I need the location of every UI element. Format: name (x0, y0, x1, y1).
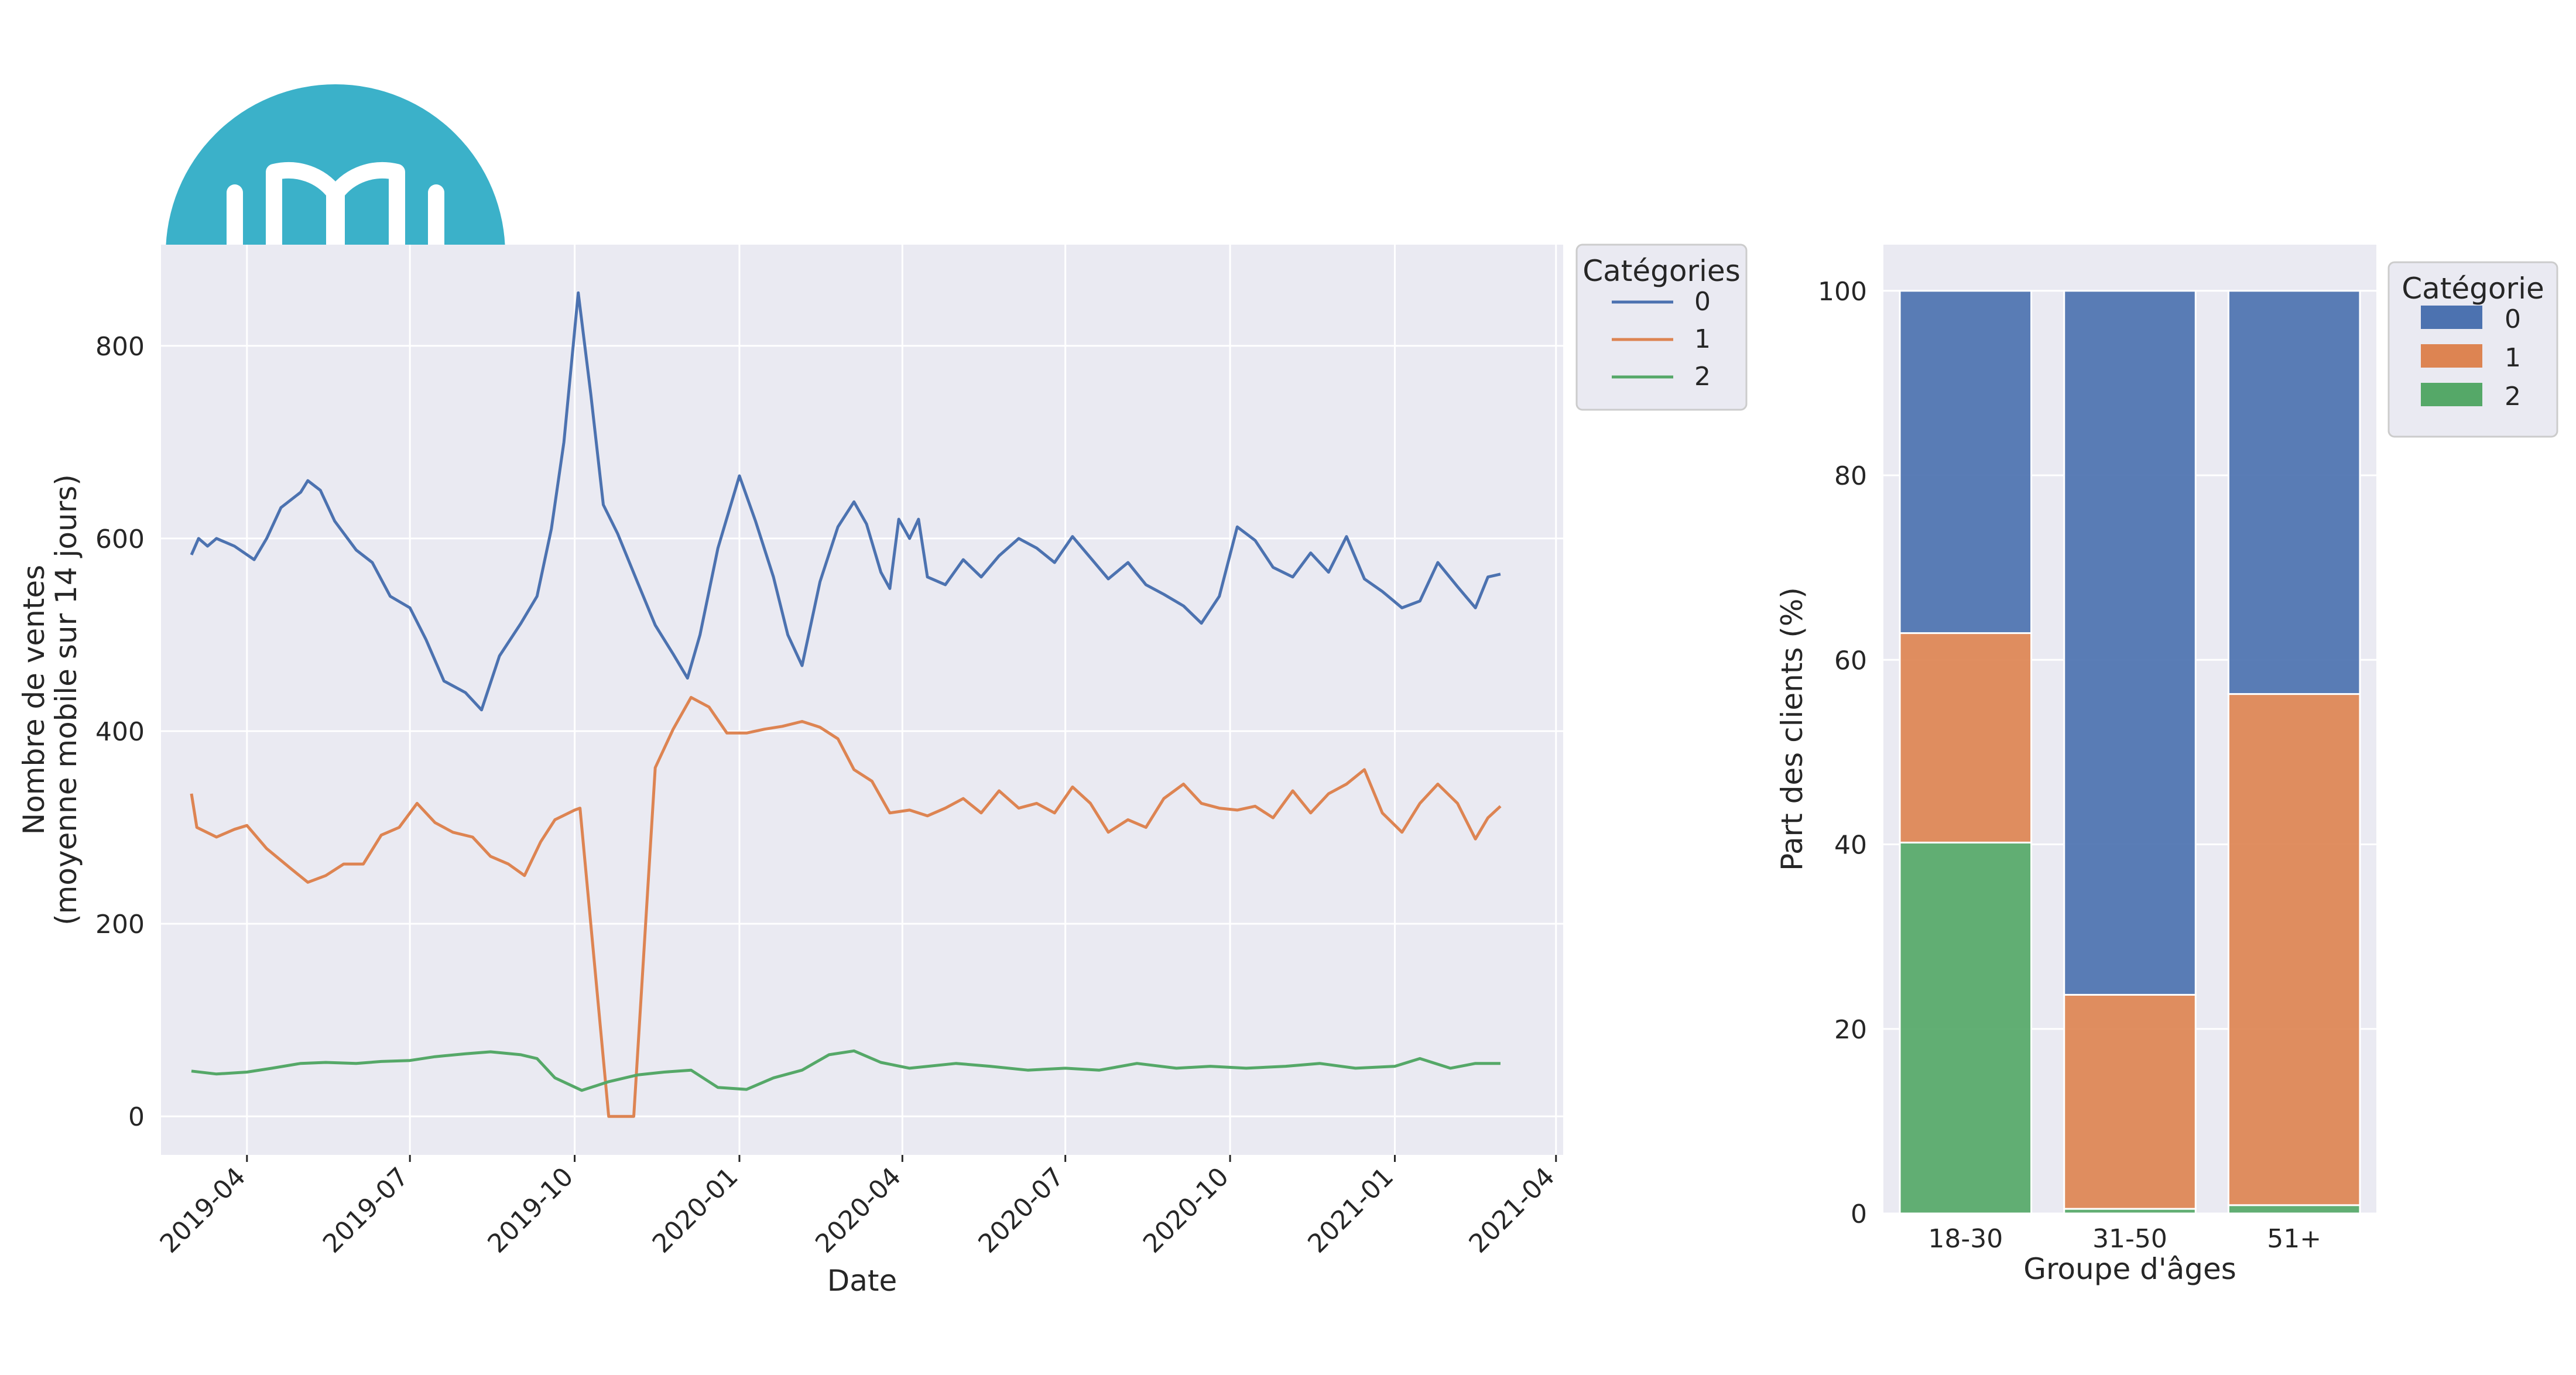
bar-legend-label: 2 (2505, 382, 2521, 412)
line-plot-area (161, 245, 1563, 1155)
bar-legend-title: Catégorie (2402, 272, 2544, 306)
line-y-tick-label: 800 (95, 332, 145, 362)
bar-18-30-series-1 (1899, 632, 2033, 843)
line-x-tick-label: 2020-10 (1138, 1162, 1235, 1259)
bar-51+-series-0 (2227, 290, 2361, 695)
line-series-group (190, 291, 1502, 1118)
bar-y-tick-label: 20 (1834, 1015, 1867, 1045)
bar-legend-label: 1 (2505, 343, 2521, 373)
line-legend-title: Catégories (1582, 254, 1741, 288)
line-legend-items: 0 1 2 (1612, 287, 1711, 392)
line-legend: Catégories 0 1 2 (1575, 244, 1748, 411)
line-y-ticks: 0 200 400 600 800 (95, 332, 145, 1132)
bar-y-tick-label: 80 (1834, 461, 1867, 491)
line-grid (161, 245, 1563, 1155)
line-x-tick-label: 2020-01 (647, 1162, 744, 1259)
line-x-tick-label: 2019-04 (155, 1162, 252, 1259)
bar-x-tick-label: 18-30 (1928, 1224, 2003, 1254)
line-legend-label: 2 (1694, 362, 1711, 392)
bar-legend-swatch (2421, 306, 2482, 329)
line-y-tick-label: 200 (95, 910, 145, 939)
bar-18-30-series-0 (1899, 290, 2033, 635)
bar-y-axis-label: Part des clients (%) (1775, 587, 1809, 871)
line-x-tick-label: 2019-10 (482, 1162, 579, 1259)
bar-18-30-series-2 (1899, 841, 2033, 1215)
bar-legend-swatch (2421, 344, 2482, 368)
line-series-1 (190, 695, 1502, 1118)
line-y-tick-label: 600 (95, 524, 145, 554)
bar-y-tick-label: 40 (1834, 831, 1867, 860)
line-x-tick-label: 2021-01 (1302, 1162, 1399, 1259)
bar-legend-swatch (2421, 383, 2482, 406)
line-legend-label: 0 (1694, 287, 1711, 317)
bar-group (1899, 290, 2361, 1215)
line-x-tick-label: 2021-04 (1463, 1162, 1560, 1259)
bar-x-ticks: 18-30 31-50 51+ (1928, 1224, 2321, 1254)
line-x-ticks: 2019-04 2019-07 2019-10 2020-01 2020-04 2020-… (155, 1155, 1561, 1259)
line-y-tick-label: 400 (95, 717, 145, 747)
bar-31-50-series-1 (2063, 993, 2197, 1210)
line-x-tick-label: 2020-04 (810, 1162, 907, 1259)
line-y-tick-label: 0 (128, 1102, 145, 1132)
bar-51+-series-1 (2227, 693, 2361, 1206)
line-series-0 (190, 291, 1501, 712)
bar-x-tick-label: 31-50 (2092, 1224, 2167, 1254)
bar-x-tick-label: 51+ (2267, 1224, 2321, 1254)
bar-51+-series-2 (2227, 1204, 2361, 1215)
bar-y-tick-label: 100 (1818, 277, 1867, 307)
line-legend-label: 1 (1694, 324, 1711, 354)
line-x-axis-label: Date (827, 1264, 898, 1298)
bar-legend-label: 0 (2505, 304, 2521, 334)
bar-x-axis-label: Groupe d'âges (2023, 1252, 2236, 1286)
line-y-axis-label-1: Nombre de ventes (17, 565, 51, 835)
bar-y-tick-label: 60 (1834, 646, 1867, 676)
line-chart: 2019-04 2019-07 2019-10 2020-01 2020-04 2020-… (17, 244, 1748, 1298)
bar-y-tick-label: 0 (1851, 1199, 1867, 1229)
line-y-axis-label-2: (moyenne mobile sur 14 jours) (49, 474, 83, 925)
bar-legend-items: 0 1 2 (2421, 304, 2521, 412)
line-series-2 (191, 1049, 1501, 1092)
bar-legend: Catégorie 0 1 2 (2387, 261, 2558, 438)
line-x-tick-label: 2019-07 (317, 1162, 415, 1259)
line-legend-box (1575, 244, 1748, 411)
bar-y-ticks: 0 20 40 60 80 100 (1818, 277, 1867, 1229)
line-x-tick-label: 2020-07 (972, 1162, 1070, 1259)
bar-31-50-series-0 (2063, 290, 2197, 996)
